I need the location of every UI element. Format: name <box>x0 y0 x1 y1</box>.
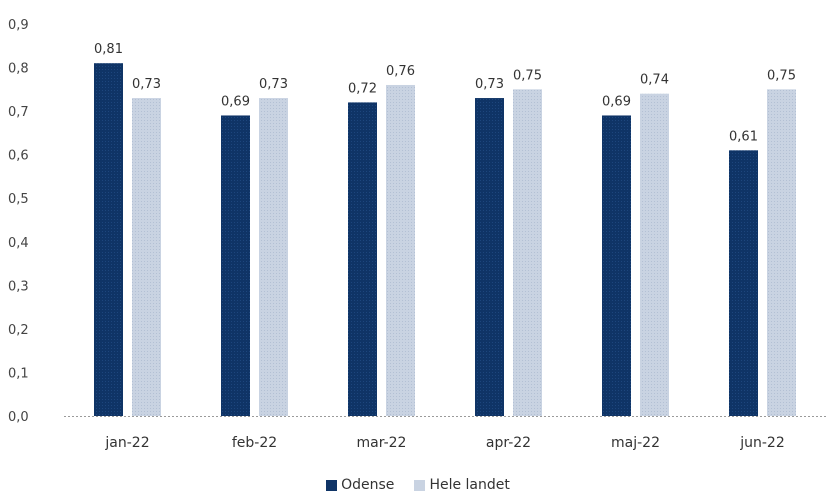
legend-item-odense: Odense <box>326 477 394 493</box>
y-tick-label: 0,0 <box>8 410 29 425</box>
data-label: 0,72 <box>348 81 377 96</box>
legend-swatch-odense <box>326 479 338 491</box>
data-label: 0,75 <box>767 68 796 83</box>
y-tick-label: 0,7 <box>8 105 29 120</box>
bar-odense-maj-22 <box>602 115 631 416</box>
y-tick-label: 0,4 <box>8 236 29 251</box>
bars <box>94 63 796 417</box>
y-tick-label: 0,2 <box>8 323 29 338</box>
x-tick-label: feb-22 <box>232 435 277 451</box>
data-label: 0,69 <box>602 94 631 109</box>
bar-hele-landet-apr-22 <box>513 89 542 416</box>
y-tick-label: 0,8 <box>8 62 29 77</box>
y-axis: 0,0 0,1 0,2 0,3 0,4 0,5 0,6 0,7 0,8 0,9 <box>8 18 29 425</box>
bar-hele-landet-jan-22 <box>132 98 161 417</box>
x-tick-label: mar-22 <box>357 435 407 451</box>
data-label: 0,73 <box>475 77 504 92</box>
data-label: 0,74 <box>640 73 669 88</box>
x-axis: jan-22 feb-22 mar-22 apr-22 maj-22 jun-22 <box>64 416 826 451</box>
bar-odense-feb-22 <box>221 115 250 416</box>
y-tick-label: 0,5 <box>8 192 29 207</box>
data-label: 0,75 <box>513 68 542 83</box>
data-label: 0,73 <box>259 77 288 92</box>
legend: Odense Hele landet <box>0 474 836 496</box>
legend-swatch-hele-landet <box>414 479 426 491</box>
data-label: 0,76 <box>386 64 415 79</box>
data-label: 0,73 <box>132 77 161 92</box>
y-tick-label: 0,9 <box>8 18 29 33</box>
x-tick-label: jan-22 <box>104 435 149 451</box>
bar-hele-landet-jun-22 <box>767 89 796 416</box>
data-label: 0,61 <box>729 129 758 144</box>
bar-odense-mar-22 <box>348 102 377 417</box>
bar-odense-jun-22 <box>729 150 758 417</box>
x-tick-label: apr-22 <box>486 435 531 451</box>
data-label: 0,81 <box>94 42 123 57</box>
x-tick-label: maj-22 <box>611 435 660 451</box>
bar-hele-landet-feb-22 <box>259 98 288 417</box>
bar-odense-jan-22 <box>94 63 123 416</box>
legend-item-hele-landet: Hele landet <box>414 477 510 493</box>
y-tick-label: 0,6 <box>8 149 29 164</box>
bar-hele-landet-mar-22 <box>386 84 415 416</box>
data-label: 0,69 <box>221 94 250 109</box>
y-tick-label: 0,3 <box>8 279 29 294</box>
x-tick-label: jun-22 <box>739 435 785 451</box>
data-labels: 0,81 0,73 0,69 0,73 0,72 0,76 0,73 0,75 0,69 0,74… <box>94 42 796 144</box>
legend-label-hele-landet: Hele landet <box>429 477 510 493</box>
bar-odense-apr-22 <box>475 98 504 417</box>
bar-hele-landet-maj-22 <box>640 93 669 416</box>
y-tick-label: 0,1 <box>8 366 29 381</box>
legend-label-odense: Odense <box>341 477 395 493</box>
